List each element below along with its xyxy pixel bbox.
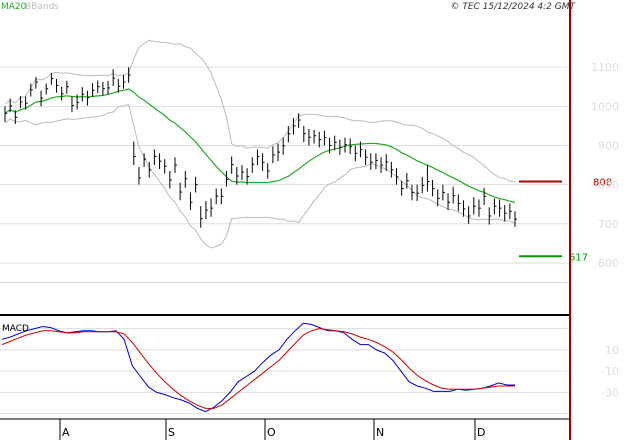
signal-line: [1, 328, 515, 409]
bband-lower-line: [4, 103, 516, 249]
macd-grid: [0, 328, 570, 415]
price-y-tick: 600: [598, 257, 619, 270]
support-resistance-levels: 808 617: [519, 178, 612, 263]
bband-upper-line: [4, 39, 516, 183]
bollinger-bands: [4, 39, 516, 249]
macd-y-axis: 10 -10 -30: [601, 344, 619, 400]
x-tick-label: A: [62, 426, 70, 439]
resistance-label: 808: [593, 178, 612, 189]
legend-bbands: BBands: [25, 2, 59, 12]
x-tick-label: D: [477, 426, 485, 439]
macd-series: [1, 322, 515, 413]
legend-ma20: MA20: [1, 2, 27, 12]
x-tick-label: N: [376, 426, 384, 439]
price-y-tick: 1100: [591, 61, 619, 74]
price-bars: [4, 67, 517, 228]
support-label: 617: [569, 252, 588, 263]
price-grid: [0, 66, 570, 284]
price-y-tick: 1000: [591, 100, 619, 113]
copyright-text: © TEC 15/12/2024 4:2 GMT: [450, 2, 576, 12]
price-y-tick: 800: [598, 179, 619, 192]
ma20-series: [4, 88, 516, 204]
price-y-tick: 900: [598, 139, 619, 152]
price-y-tick: 700: [598, 218, 619, 231]
macd-panel: 10 -10 -30 MACD: [0, 322, 619, 415]
macd-y-tick: -30: [601, 386, 619, 399]
macd-y-tick: 10: [605, 344, 619, 357]
ma20-line: [4, 88, 516, 204]
macd-y-tick: -10: [601, 365, 619, 378]
x-tick-label: S: [168, 426, 175, 439]
macd-title: MACD: [2, 324, 29, 334]
macd-line: [1, 322, 515, 413]
price-y-axis: 600 700 800 900 1000 1100: [591, 61, 619, 270]
x-tick-label: O: [267, 426, 276, 439]
